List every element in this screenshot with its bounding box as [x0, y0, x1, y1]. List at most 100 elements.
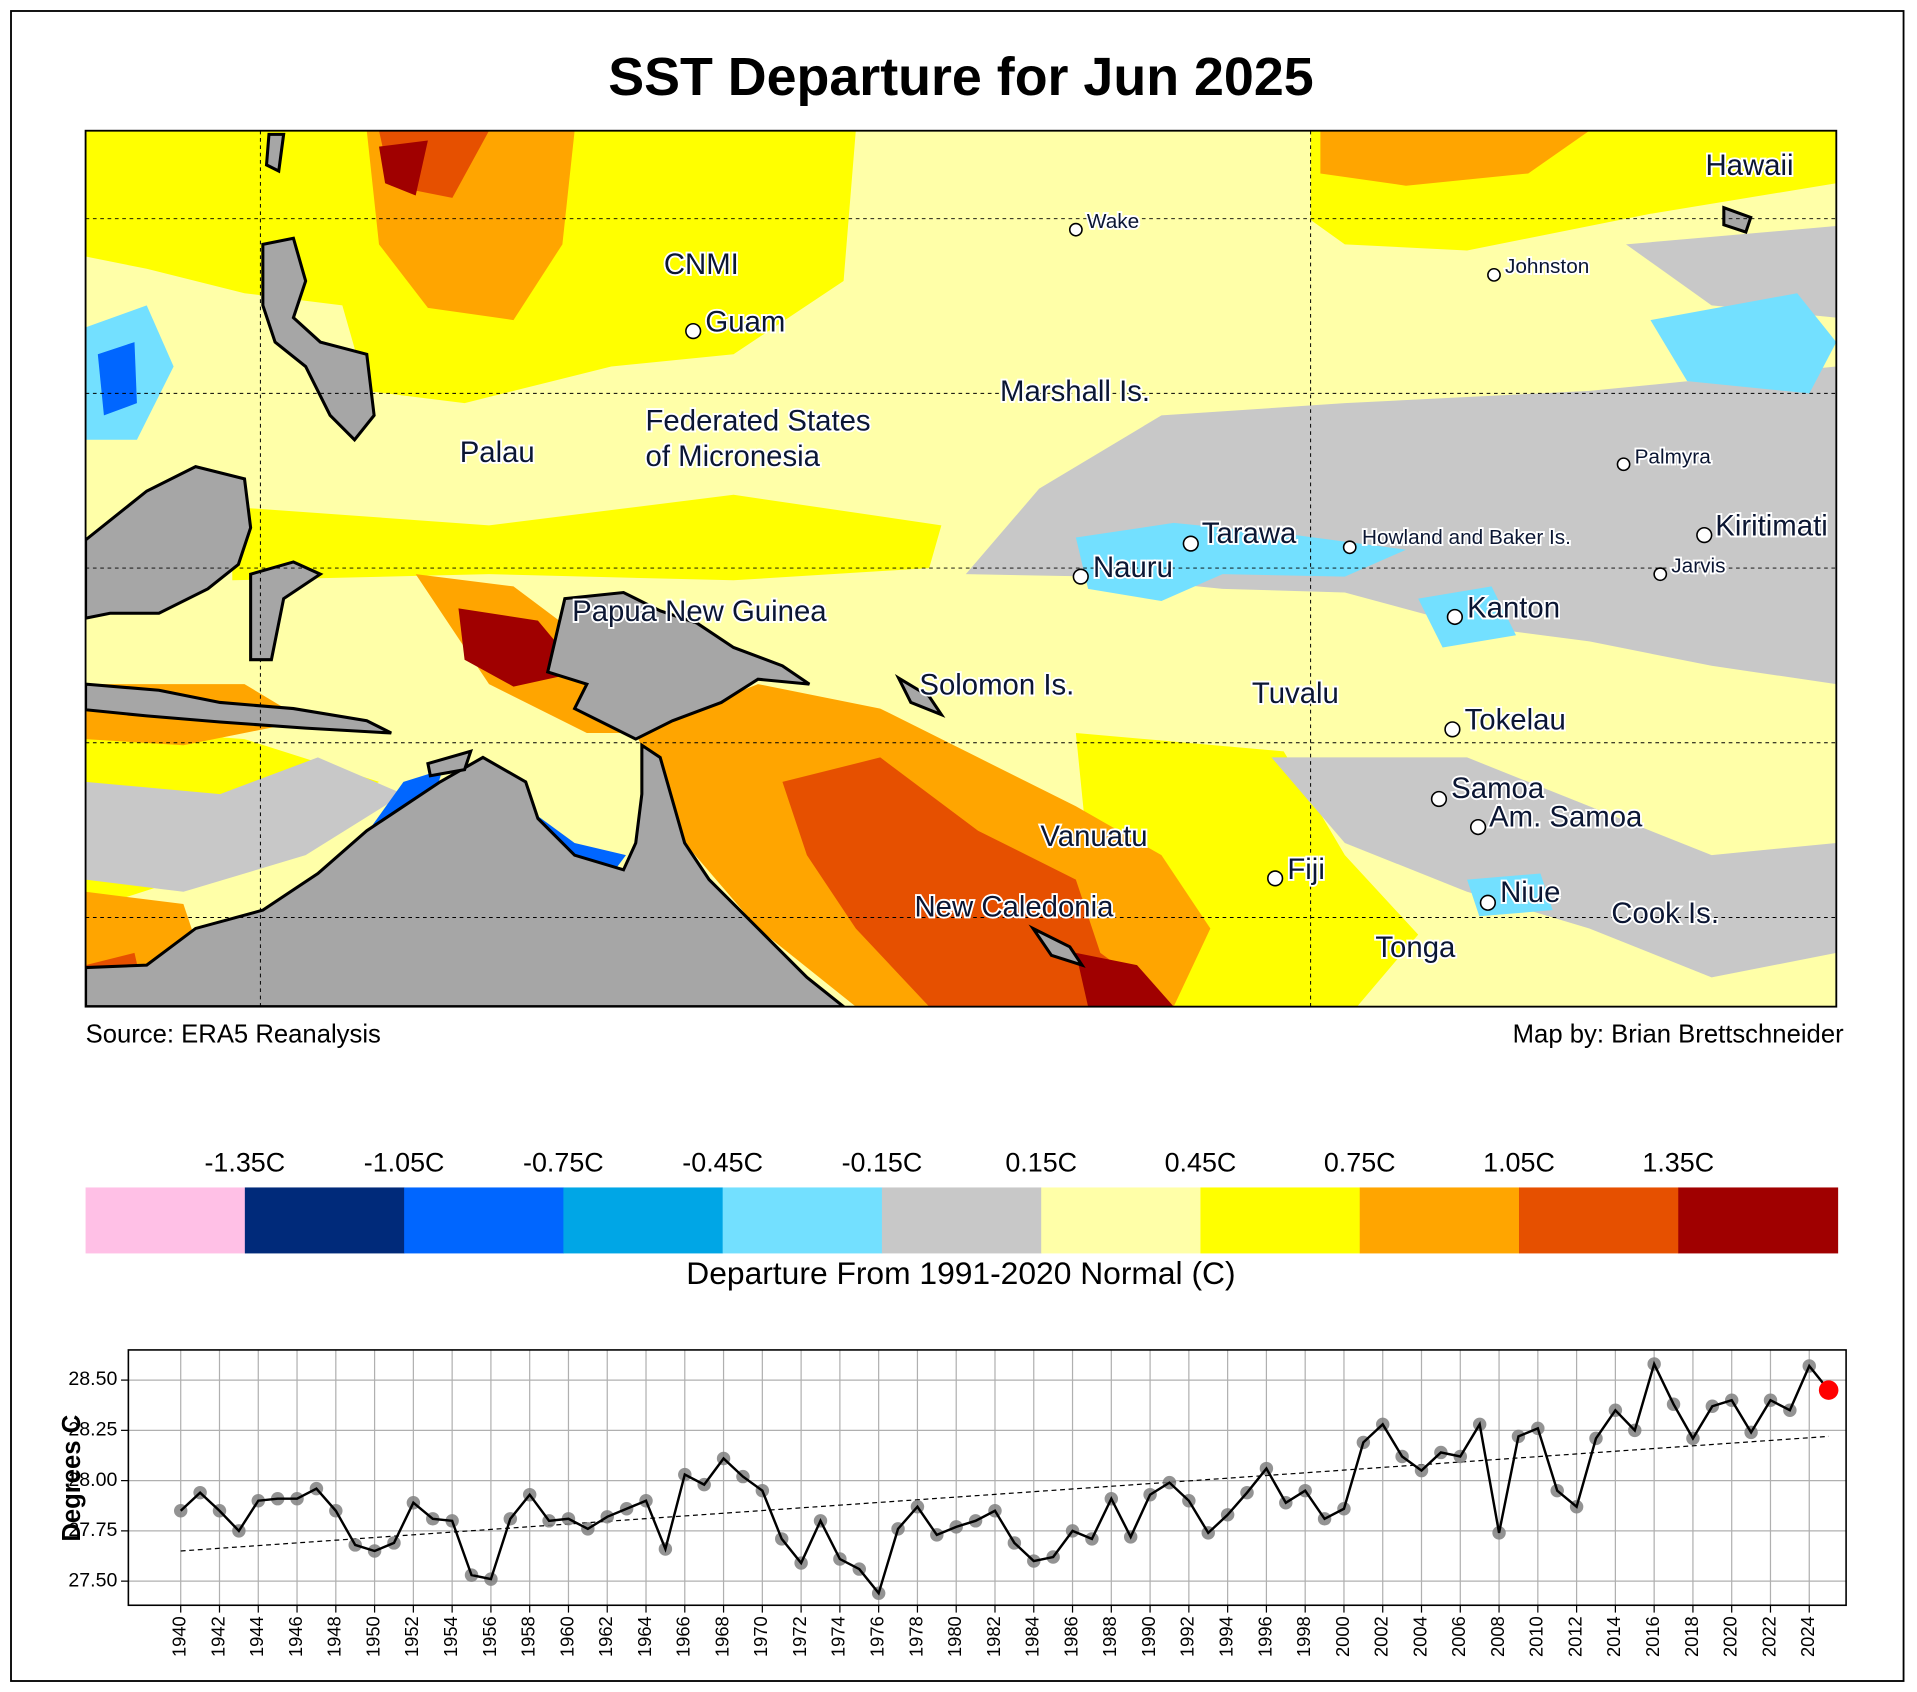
x-tick-label: 1940	[169, 1616, 190, 1657]
place-label: Howland and Baker Is.	[1362, 526, 1571, 549]
x-tick-label: 1984	[1022, 1616, 1043, 1657]
place-marker	[1487, 267, 1501, 282]
place-marker	[1469, 818, 1487, 836]
place-marker	[1696, 526, 1713, 544]
color-box	[563, 1187, 724, 1254]
x-tick-label: 1976	[867, 1616, 888, 1657]
colorbar-tick-label: -1.05C	[364, 1147, 445, 1177]
place-label: Hawaii	[1705, 149, 1793, 182]
color-box	[244, 1187, 405, 1254]
x-tick-label: 1956	[479, 1616, 500, 1657]
colorbar-tick-label: 0.15C	[1005, 1147, 1077, 1177]
y-axis-label: Degrees C	[58, 1415, 86, 1542]
place-label: Samoa	[1451, 772, 1545, 805]
x-tick-label: 1980	[944, 1616, 965, 1657]
colorbar-tick-label: 1.35C	[1642, 1147, 1714, 1177]
color-box	[404, 1187, 564, 1254]
x-tick-label: 1962	[595, 1616, 616, 1657]
latest-point	[1818, 1380, 1839, 1400]
y-tick-label: 28.00	[68, 1469, 117, 1491]
x-tick-label: 1996	[1254, 1616, 1275, 1657]
place-marker	[1616, 457, 1631, 472]
map-credit: Map by: Brian Brettschneider	[1513, 1021, 1844, 1049]
place-marker	[1068, 222, 1083, 237]
place-label: Guam	[705, 305, 785, 338]
x-tick-label: 2006	[1448, 1616, 1469, 1657]
place-label: Am. Samoa	[1489, 800, 1643, 833]
x-tick-label: 2000	[1332, 1616, 1353, 1657]
x-tick-label: 2020	[1720, 1616, 1741, 1657]
x-tick-label: 1994	[1215, 1616, 1236, 1657]
color-box	[1518, 1187, 1679, 1254]
place-label: CNMI	[664, 248, 739, 281]
x-tick-label: 1968	[711, 1616, 732, 1657]
x-tick-label: 1944	[246, 1616, 267, 1657]
place-label: Cook Is.	[1611, 897, 1719, 930]
x-tick-label: 1960	[556, 1616, 577, 1657]
place-marker	[1479, 894, 1497, 911]
x-tick-label: 2004	[1409, 1616, 1430, 1657]
place-label: Tuvalu	[1252, 677, 1339, 710]
x-tick-label: 1964	[634, 1616, 655, 1657]
x-tick-label: 1988	[1099, 1616, 1120, 1657]
place-label: Tarawa	[1202, 517, 1297, 550]
place-marker	[1182, 535, 1199, 552]
x-tick-label: 2022	[1758, 1616, 1779, 1657]
place-marker	[685, 322, 702, 340]
x-tick-label: 2002	[1371, 1616, 1392, 1657]
x-tick-label: 2010	[1526, 1616, 1547, 1657]
place-label: Niue	[1500, 876, 1560, 909]
place-label: Fiji	[1287, 853, 1324, 886]
place-label: Marshall Is.	[1000, 375, 1150, 408]
x-tick-label: 1954	[440, 1616, 461, 1657]
x-tick-label: 2018	[1681, 1616, 1702, 1657]
place-label: New Caledonia	[914, 891, 1114, 924]
place-label: Palmyra	[1635, 446, 1712, 469]
x-tick-label: 1970	[750, 1616, 771, 1657]
x-tick-label: 1950	[362, 1616, 383, 1657]
y-tick-label: 27.75	[68, 1519, 117, 1541]
colorbar-tick-label: -0.15C	[842, 1147, 923, 1177]
color-box	[85, 1187, 246, 1254]
color-box	[881, 1187, 1042, 1254]
place-label: Palau	[460, 436, 535, 469]
place-marker	[1267, 870, 1284, 887]
x-tick-label: 2014	[1603, 1616, 1624, 1657]
place-label: Wake	[1087, 210, 1139, 233]
x-tick-label: 1942	[207, 1616, 228, 1657]
plot-frame	[127, 1349, 1847, 1607]
x-tick-label: 2024	[1797, 1616, 1818, 1657]
x-tick-label: 1948	[324, 1616, 345, 1657]
place-label: Papua New Guinea	[572, 595, 827, 628]
place-label: Johnston	[1505, 255, 1589, 278]
x-tick-label: 1992	[1177, 1616, 1198, 1657]
x-tick-label: 1966	[673, 1616, 694, 1657]
y-tick-label: 27.50	[68, 1569, 117, 1591]
place-marker	[1653, 567, 1668, 582]
color-box	[1359, 1187, 1520, 1254]
color-box	[1678, 1187, 1839, 1254]
place-label: Kanton	[1467, 591, 1560, 624]
title: SST Departure for Jun 2025	[608, 47, 1313, 107]
x-tick-label: 1974	[828, 1616, 849, 1657]
place-label: Solomon Is.	[919, 668, 1074, 701]
x-tick-label: 2016	[1642, 1616, 1663, 1657]
place-labels: Hawaii Wake CNMI Johnston Guam Marshall Is. Fe…	[458, 147, 1830, 966]
colorbar-tick-label: 0.75C	[1324, 1147, 1396, 1177]
map-frame	[84, 129, 1838, 1008]
place-label: Vanuatu	[1040, 820, 1147, 853]
color-box	[1200, 1187, 1361, 1254]
colorbar-tick-label: -0.45C	[682, 1147, 763, 1177]
place-label: Jarvis	[1671, 554, 1725, 577]
x-tick-label: 1986	[1060, 1616, 1081, 1657]
place-marker	[1342, 540, 1357, 555]
place-label: Tokelau	[1465, 704, 1566, 737]
x-tick-label: 2012	[1564, 1616, 1585, 1657]
data-line	[179, 1360, 1830, 1596]
colorbar-tick-label: 1.05C	[1483, 1147, 1555, 1177]
x-tick-label: 1998	[1293, 1616, 1314, 1657]
x-tick-label: 1990	[1138, 1616, 1159, 1657]
place-label: Tonga	[1375, 931, 1456, 964]
place-marker	[1446, 608, 1463, 626]
